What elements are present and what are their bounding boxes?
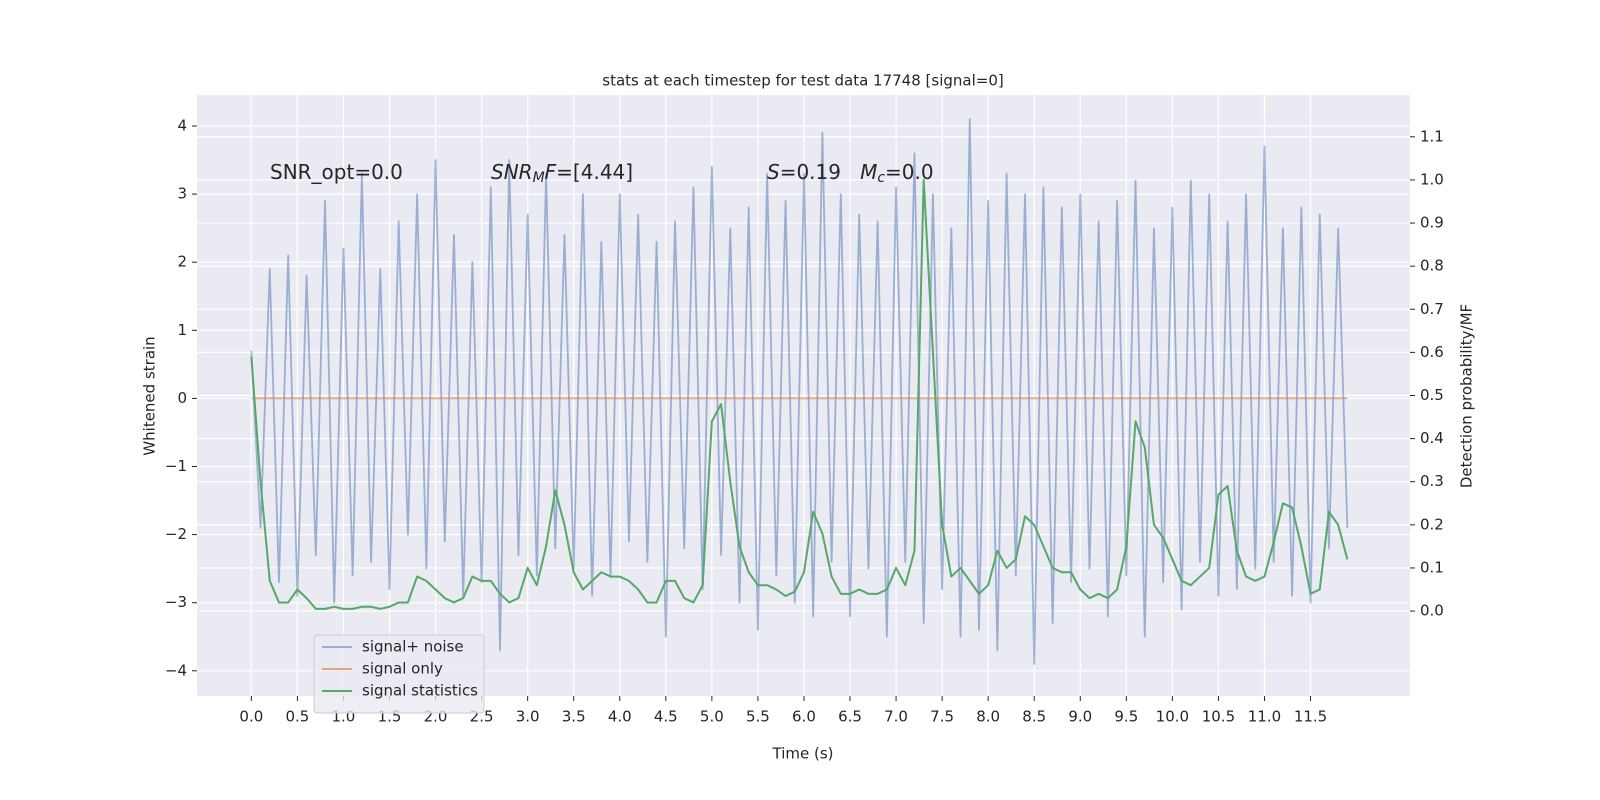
x-tick-label: 7.0	[884, 708, 908, 726]
legend: signal+ noise signal only signal statistic…	[313, 634, 485, 714]
series-line	[250, 178, 1349, 610]
x-tick-label: 3.5	[562, 708, 586, 726]
y2-tick-label: 0.7	[1420, 300, 1444, 318]
x-tick-label: 8.5	[1022, 708, 1046, 726]
y2-axis-label: Detection probability/MF	[1458, 304, 1476, 488]
y2-tick-label: 0.0	[1420, 602, 1444, 620]
y-tick-label: 4	[177, 116, 187, 134]
x-tick-label: 9.0	[1068, 708, 1092, 726]
x-tick-label: 3.0	[516, 708, 540, 726]
legend-label: signal+ noise	[362, 638, 464, 656]
y2-tick-label: 0.9	[1420, 214, 1444, 232]
y-tick-label: 2	[177, 253, 187, 271]
y-axis-label: Whitened strain	[141, 336, 159, 455]
annotation-part: S	[767, 160, 780, 184]
x-tick-label: 11.5	[1294, 708, 1327, 726]
y-tick-label: −3	[165, 593, 187, 611]
x-tick-label: 5.5	[746, 708, 770, 726]
x-tick-label: 10.5	[1202, 708, 1235, 726]
legend-label: signal statistics	[362, 682, 478, 700]
y2-tick-label: 1.1	[1420, 127, 1444, 145]
annotation-part: =[4.44]	[556, 160, 633, 184]
annotation-part: SNR	[491, 160, 533, 184]
annotation-part: c	[877, 170, 885, 186]
x-tick-label: 9.5	[1114, 708, 1138, 726]
x-tick-label: 7.5	[930, 708, 954, 726]
y-tick-label: 0	[177, 389, 187, 407]
y2-tick-label: 0.5	[1420, 386, 1444, 404]
y2-tick-label: 0.4	[1420, 429, 1444, 447]
x-tick-label: 4.0	[608, 708, 632, 726]
y-tick-label: −4	[165, 661, 187, 679]
annotation-part: =0.19	[780, 160, 860, 184]
x-tick-label: 8.0	[976, 708, 1000, 726]
annotation: S=0.19 Mc=0.0	[767, 160, 934, 187]
x-tick-label: 11.0	[1248, 708, 1281, 726]
annotation-part: M	[533, 170, 545, 186]
x-tick-label: 6.0	[792, 708, 816, 726]
y2-tick-label: 0.3	[1420, 472, 1444, 490]
y2-tick-label: 0.6	[1420, 343, 1444, 361]
legend-box	[313, 634, 485, 714]
annotation-part: F	[545, 160, 557, 184]
x-tick-label: 5.0	[700, 708, 724, 726]
y-tick-label: 3	[177, 185, 187, 203]
y2-tick-label: 0.8	[1420, 257, 1444, 275]
legend-label: signal only	[362, 660, 443, 678]
annotation: SNRMF=[4.44]	[491, 160, 633, 187]
y-tick-label: 1	[177, 321, 187, 339]
x-tick-label: 0.0	[239, 708, 263, 726]
x-tick-label: 10.0	[1156, 708, 1189, 726]
y-tick-label: −2	[165, 525, 187, 543]
x-tick-label: 4.5	[654, 708, 678, 726]
x-tick-label: 6.5	[838, 708, 862, 726]
chart-title: stats at each timestep for test data 177…	[602, 72, 1003, 90]
annotation-part: SNR_opt=0.0	[270, 160, 403, 184]
annotation-part: =0.0	[885, 160, 934, 184]
x-tick-label: 0.5	[285, 708, 309, 726]
x-axis-label: Time (s)	[772, 745, 834, 763]
y2-tick-label: 0.2	[1420, 515, 1444, 533]
y2-tick-label: 0.1	[1420, 558, 1444, 576]
annotation: SNR_opt=0.0	[270, 160, 403, 184]
series-line	[250, 118, 1349, 665]
y-tick-label: −1	[165, 457, 187, 475]
annotation-part: M	[860, 160, 877, 184]
y2-tick-label: 1.0	[1420, 170, 1444, 188]
